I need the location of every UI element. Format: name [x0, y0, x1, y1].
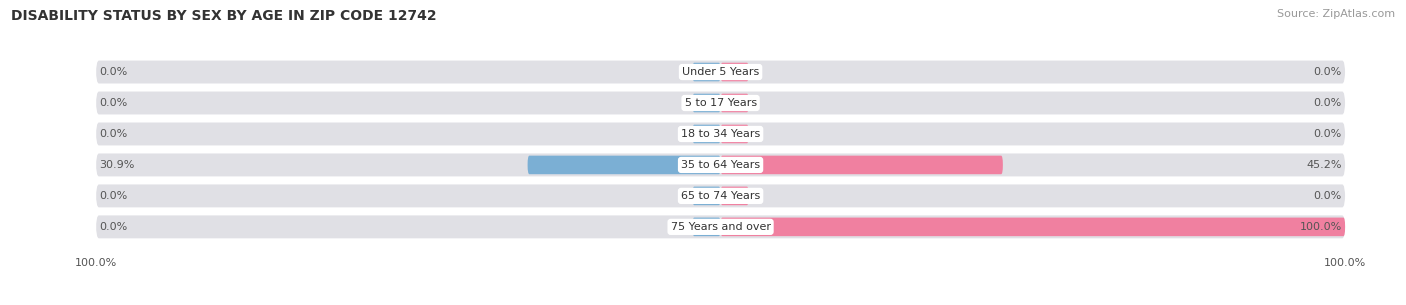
FancyBboxPatch shape: [96, 123, 1346, 145]
Text: Source: ZipAtlas.com: Source: ZipAtlas.com: [1277, 9, 1395, 19]
FancyBboxPatch shape: [96, 153, 1346, 176]
Text: 35 to 64 Years: 35 to 64 Years: [681, 160, 761, 170]
Text: 0.0%: 0.0%: [100, 67, 128, 77]
Text: 0.0%: 0.0%: [100, 222, 128, 232]
FancyBboxPatch shape: [693, 94, 720, 112]
FancyBboxPatch shape: [720, 187, 748, 205]
Text: 100.0%: 100.0%: [1299, 222, 1341, 232]
FancyBboxPatch shape: [720, 125, 748, 143]
FancyBboxPatch shape: [96, 92, 1346, 114]
Text: 75 Years and over: 75 Years and over: [671, 222, 770, 232]
FancyBboxPatch shape: [96, 185, 1346, 207]
Text: 0.0%: 0.0%: [100, 191, 128, 201]
Text: 0.0%: 0.0%: [1313, 67, 1341, 77]
Text: 45.2%: 45.2%: [1306, 160, 1341, 170]
FancyBboxPatch shape: [693, 187, 720, 205]
FancyBboxPatch shape: [720, 94, 748, 112]
Text: 0.0%: 0.0%: [100, 98, 128, 108]
FancyBboxPatch shape: [693, 125, 720, 143]
Text: 5 to 17 Years: 5 to 17 Years: [685, 98, 756, 108]
FancyBboxPatch shape: [96, 61, 1346, 84]
Text: 0.0%: 0.0%: [1313, 129, 1341, 139]
Text: 0.0%: 0.0%: [100, 129, 128, 139]
Text: 65 to 74 Years: 65 to 74 Years: [681, 191, 761, 201]
FancyBboxPatch shape: [693, 217, 720, 236]
Text: 18 to 34 Years: 18 to 34 Years: [681, 129, 761, 139]
Text: Under 5 Years: Under 5 Years: [682, 67, 759, 77]
Text: 30.9%: 30.9%: [100, 160, 135, 170]
FancyBboxPatch shape: [693, 63, 720, 81]
Text: 0.0%: 0.0%: [1313, 191, 1341, 201]
Text: 0.0%: 0.0%: [1313, 98, 1341, 108]
Text: DISABILITY STATUS BY SEX BY AGE IN ZIP CODE 12742: DISABILITY STATUS BY SEX BY AGE IN ZIP C…: [11, 9, 437, 23]
FancyBboxPatch shape: [720, 63, 748, 81]
FancyBboxPatch shape: [527, 156, 720, 174]
FancyBboxPatch shape: [720, 217, 1346, 236]
FancyBboxPatch shape: [96, 215, 1346, 238]
FancyBboxPatch shape: [720, 156, 1002, 174]
